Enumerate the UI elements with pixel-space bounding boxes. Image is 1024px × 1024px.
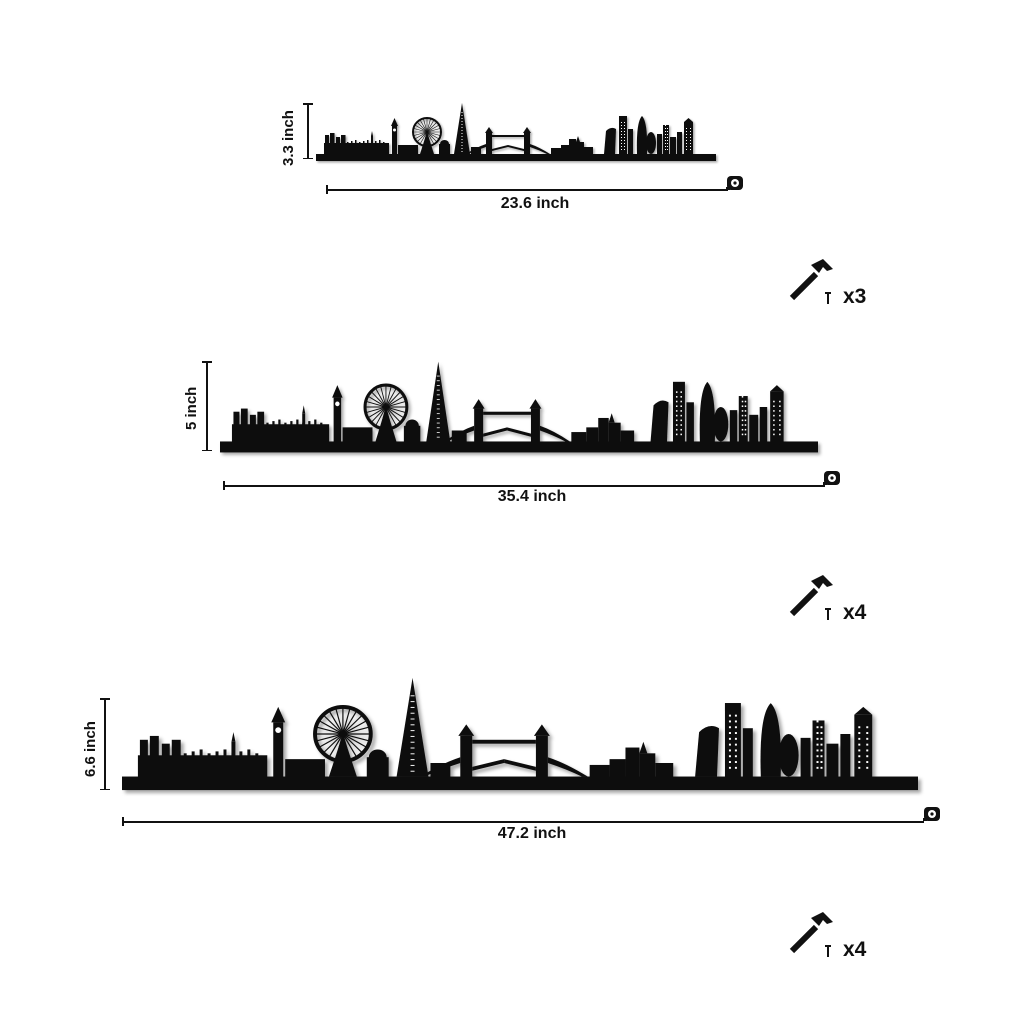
width-label: 35.4 inch [497, 488, 567, 505]
width-label: 23.6 inch [500, 195, 570, 212]
london-skyline-silhouette [316, 102, 716, 162]
tape-measure-icon [923, 806, 941, 822]
height-label: 5 inch [183, 386, 200, 430]
height-dimension-bracket [303, 103, 313, 159]
tape-measure-icon [823, 470, 841, 486]
hammer-icon [787, 255, 837, 305]
width-dimension-line [223, 482, 825, 489]
hammer-icon [787, 571, 837, 621]
tape-measure-icon [726, 175, 744, 191]
mounting-hardware: x3 [787, 255, 887, 315]
mounting-hardware: x4 [787, 908, 887, 968]
london-skyline-silhouette [122, 676, 918, 792]
nail-count: x3 [843, 285, 867, 308]
nail-icon [825, 944, 831, 957]
london-skyline-silhouette [220, 360, 818, 454]
height-dimension-bracket [100, 698, 110, 790]
width-label: 47.2 inch [497, 825, 567, 842]
width-dimension-line [122, 818, 924, 825]
height-label: 3.3 inch [280, 110, 297, 166]
mounting-hardware: x4 [787, 571, 887, 631]
height-label: 6.6 inch [82, 721, 99, 777]
height-dimension-bracket [202, 361, 212, 451]
width-dimension-line [326, 186, 728, 193]
nail-count: x4 [843, 938, 867, 961]
nail-icon [825, 291, 831, 304]
nail-icon [825, 607, 831, 620]
nail-count: x4 [843, 601, 867, 624]
hammer-icon [787, 908, 837, 958]
